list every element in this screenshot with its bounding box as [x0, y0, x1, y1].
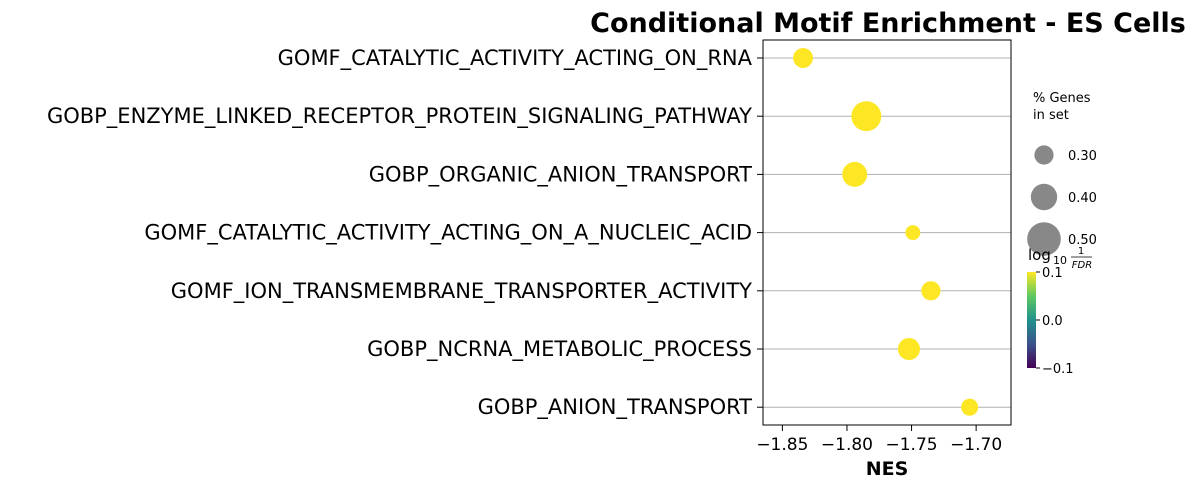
size-legend-label: 0.40 [1068, 191, 1097, 206]
y-tick-label: GOBP_ORGANIC_ANION_TRANSPORT [369, 162, 752, 187]
data-point [842, 161, 868, 187]
y-tick-label: GOMF_CATALYTIC_ACTIVITY_ACTING_ON_A_NUCL… [144, 221, 752, 246]
colorbar-label-base: 10 [1053, 254, 1067, 267]
colorbar-label-numerator: 1 [1078, 246, 1084, 257]
data-point [961, 398, 979, 416]
y-tick-label: GOBP_ANION_TRANSPORT [478, 395, 753, 420]
y-tick-label: GOMF_ION_TRANSMEMBRANE_TRANSPORTER_ACTIV… [171, 279, 752, 304]
size-legend-label: 0.30 [1068, 149, 1097, 164]
x-axis-ticks: −1.85 −1.80 −1.75 −1.70 [756, 425, 1002, 455]
grid-lines [763, 57, 1011, 408]
x-tick-label: −1.75 [885, 435, 937, 455]
size-legend-marker [1030, 183, 1058, 211]
y-tick-label: GOBP_ENZYME_LINKED_RECEPTOR_PROTEIN_SIGN… [47, 104, 752, 129]
size-legend: % Genes in set 0.30 0.40 0.50 [1027, 91, 1097, 256]
x-tick-label: −1.80 [821, 435, 873, 455]
data-point [905, 225, 921, 241]
size-legend-title-line1: % Genes [1033, 91, 1091, 106]
x-tick-label: −1.85 [756, 435, 808, 455]
y-tick-label: GOMF_CATALYTIC_ACTIVITY_ACTING_ON_RNA [278, 46, 753, 71]
data-points [793, 48, 979, 416]
colorbar-bar [1027, 272, 1036, 368]
x-tick-label: −1.70 [950, 435, 1002, 455]
colorbar-tick-label: 0.0 [1042, 314, 1063, 329]
chart-title: Conditional Motif Enrichment - ES Cells [590, 8, 1186, 39]
size-legend-marker [1034, 145, 1054, 165]
colorbar-label-denominator: FDR [1072, 260, 1092, 271]
data-point [793, 48, 814, 68]
category-labels: GOMF_CATALYTIC_ACTIVITY_ACTING_ON_RNA GOB… [47, 46, 763, 420]
size-legend-label: 0.50 [1068, 233, 1097, 248]
size-legend-title-line2: in set [1033, 108, 1069, 123]
colorbar-tick-label: −0.1 [1042, 362, 1074, 377]
data-point [897, 337, 920, 361]
y-tick-label: GOBP_NCRNA_METABOLIC_PROCESS [367, 337, 752, 362]
colorbar: log 10 1 FDR 0.1 0.0 −0.1 [1027, 246, 1092, 377]
x-axis-label: NES [866, 458, 909, 480]
size-legend-marker [1027, 222, 1061, 256]
colorbar-tick-label: 0.1 [1042, 266, 1063, 281]
colorbar-label-log: log [1028, 246, 1051, 264]
data-point [851, 101, 882, 132]
data-point [921, 281, 941, 301]
